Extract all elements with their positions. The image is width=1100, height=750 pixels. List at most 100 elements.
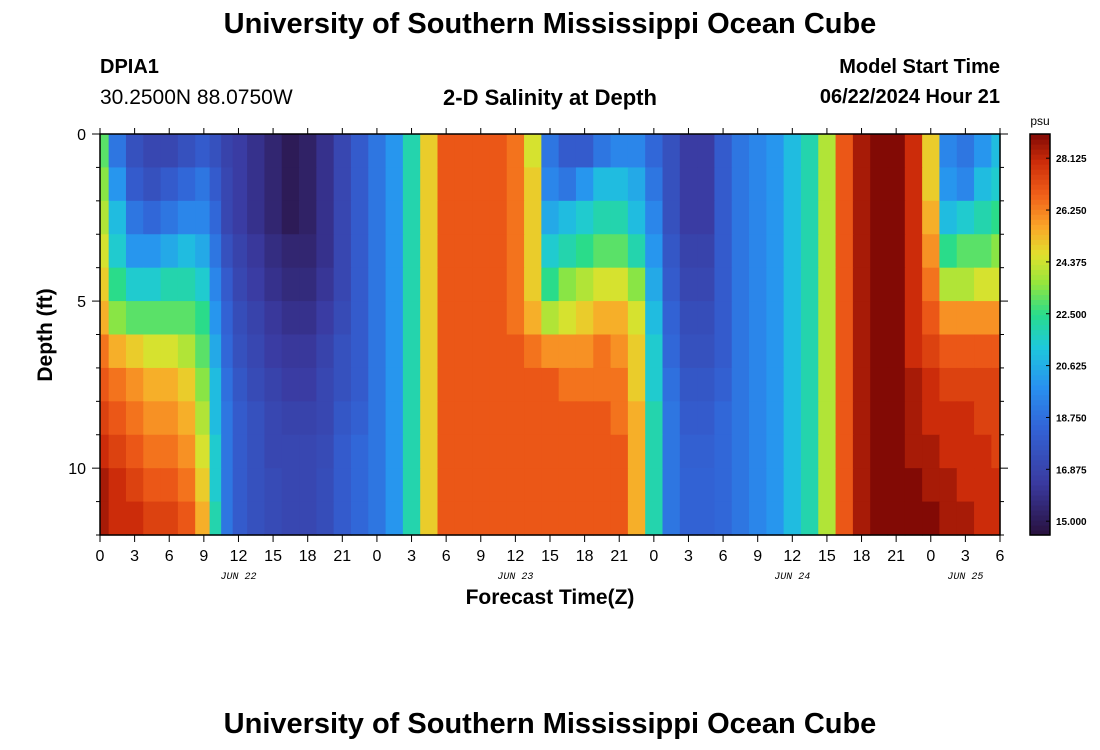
heatmap-cell <box>143 334 162 369</box>
heatmap-cell <box>870 367 889 402</box>
heatmap-cell <box>645 267 664 302</box>
heatmap-cell <box>835 367 854 402</box>
heatmap-cell <box>749 334 767 369</box>
heatmap-cell <box>524 234 542 269</box>
heatmap-cell <box>887 434 906 469</box>
heatmap-cell <box>593 234 612 269</box>
colorbar-segment <box>1030 299 1050 306</box>
heatmap-cell <box>697 434 716 469</box>
heatmap-cell <box>454 434 473 469</box>
heatmap-cell <box>645 334 664 369</box>
heatmap-cell <box>264 200 283 235</box>
heatmap-cell <box>558 134 577 169</box>
heatmap-cell <box>420 234 439 269</box>
heatmap-cell <box>783 401 802 436</box>
heatmap-cell <box>221 434 234 469</box>
heatmap-cell <box>991 167 1001 202</box>
heatmap-cell <box>420 301 439 336</box>
heatmap-cell <box>679 367 698 402</box>
heatmap-cell <box>870 301 889 336</box>
colorbar-segment <box>1030 149 1050 155</box>
heatmap-cell <box>610 468 629 503</box>
heatmap-cell <box>800 401 819 436</box>
heatmap-cell <box>177 200 196 235</box>
heatmap-cell <box>662 434 681 469</box>
heatmap-cell <box>800 501 819 536</box>
heatmap-cell <box>835 267 854 302</box>
heatmap-cell <box>818 200 837 235</box>
heatmap-cells <box>100 134 1001 536</box>
heatmap-cell <box>593 468 612 503</box>
heatmap-cell <box>766 501 785 536</box>
heatmap-cell <box>766 234 785 269</box>
heatmap-cell <box>221 501 234 536</box>
heatmap-cell <box>679 301 698 336</box>
heatmap-cell <box>489 468 508 503</box>
heatmap-cell <box>177 367 196 402</box>
colorbar-segment <box>1030 244 1050 250</box>
model-start-label: Model Start Time <box>839 56 1000 78</box>
colorbar-segment <box>1030 359 1050 366</box>
heatmap-cell <box>195 167 211 202</box>
heatmap-cell <box>420 367 439 402</box>
heatmap-cell <box>299 468 317 503</box>
heatmap-cell <box>281 267 300 302</box>
heatmap-cell <box>454 200 473 235</box>
heatmap-cell <box>385 134 404 169</box>
heatmap-cell <box>143 134 162 169</box>
heatmap-cell <box>247 134 266 169</box>
colorbar-segment <box>1030 169 1050 175</box>
heatmap-cell <box>100 367 110 402</box>
heatmap-cell <box>195 200 211 235</box>
heatmap-cell <box>818 468 837 503</box>
heatmap-cell <box>974 334 992 369</box>
heatmap-cell <box>506 301 525 336</box>
colorbar-segment <box>1030 519 1050 526</box>
heatmap-cell <box>956 267 975 302</box>
heatmap-cell <box>662 167 681 202</box>
heatmap-cell <box>697 501 716 536</box>
heatmap-cell <box>749 200 767 235</box>
heatmap-cell <box>232 301 248 336</box>
heatmap-cell <box>697 134 716 169</box>
heatmap-cell <box>541 367 560 402</box>
heatmap-cell <box>870 468 889 503</box>
heatmap-cell <box>956 401 975 436</box>
heatmap-cell <box>350 134 369 169</box>
heatmap-cell <box>818 167 837 202</box>
heatmap-cell <box>991 468 1001 503</box>
colorbar-segment <box>1030 449 1050 456</box>
heatmap-cell <box>177 134 196 169</box>
x-axis-ticks: 0 3 6 9 12 15 18 21 0 3 6 9 12 15 18 21 0 3 6 9 12 15 18 21 0 3 6 J… <box>96 128 1005 583</box>
heatmap-cell <box>177 501 196 536</box>
heatmap-cell <box>956 301 975 336</box>
heatmap-cell <box>714 234 733 269</box>
heatmap-cell <box>316 468 335 503</box>
heatmap-cell <box>333 134 352 169</box>
heatmap-cell <box>731 234 750 269</box>
station-coords: 30.2500N 88.0750W <box>100 86 293 109</box>
heatmap-cell <box>766 267 785 302</box>
heatmap-cell <box>800 434 819 469</box>
heatmap-cell <box>506 367 525 402</box>
heatmap-cell <box>350 434 369 469</box>
heatmap-cell <box>264 367 283 402</box>
heatmap-cell <box>974 134 992 169</box>
heatmap-cell <box>783 434 802 469</box>
colorbar-segment <box>1030 384 1050 391</box>
heatmap-cell <box>974 401 992 436</box>
heatmap-cell <box>281 468 300 503</box>
heatmap-cell <box>593 401 612 436</box>
heatmap-cell <box>264 401 283 436</box>
heatmap-cell <box>783 301 802 336</box>
heatmap-cell <box>956 200 975 235</box>
heatmap-cell <box>316 434 335 469</box>
heatmap-cell <box>731 468 750 503</box>
heatmap-cell <box>160 167 179 202</box>
heatmap-cell <box>887 367 906 402</box>
heatmap-cell <box>221 234 234 269</box>
heatmap-cell <box>247 234 266 269</box>
heatmap-cell <box>835 501 854 536</box>
heatmap-cell <box>697 401 716 436</box>
heatmap-cell <box>437 401 456 436</box>
